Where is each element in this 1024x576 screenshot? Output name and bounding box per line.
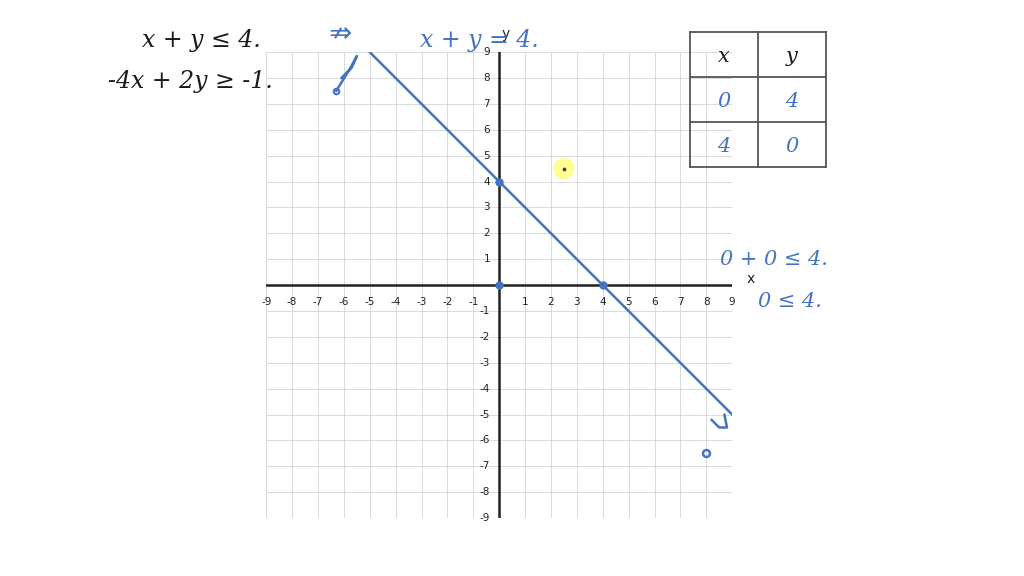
Text: 5: 5 [626, 297, 632, 307]
Text: 2: 2 [483, 228, 490, 238]
Text: -1: -1 [480, 306, 490, 316]
Text: -2: -2 [480, 332, 490, 342]
Text: 9: 9 [483, 47, 490, 57]
Text: 4: 4 [483, 177, 490, 187]
Text: ⇏: ⇏ [328, 20, 351, 48]
Text: x: x [746, 272, 755, 286]
Text: -7: -7 [312, 297, 324, 307]
Text: -8: -8 [287, 297, 297, 307]
Text: 3: 3 [573, 297, 581, 307]
Text: 0: 0 [718, 92, 731, 111]
Text: 1: 1 [483, 254, 490, 264]
Text: 8: 8 [702, 297, 710, 307]
Circle shape [554, 159, 573, 179]
Text: 6: 6 [483, 125, 490, 135]
Text: x + y ≤ 4.: x + y ≤ 4. [142, 29, 261, 52]
Text: -2: -2 [442, 297, 453, 307]
Text: -5: -5 [480, 410, 490, 419]
Text: 7: 7 [677, 297, 684, 307]
Text: 0 ≤ 4.: 0 ≤ 4. [758, 292, 822, 311]
Text: -3: -3 [480, 358, 490, 367]
Text: 0: 0 [785, 137, 799, 156]
Text: -5: -5 [365, 297, 375, 307]
Text: 7: 7 [483, 99, 490, 109]
Text: 6: 6 [651, 297, 657, 307]
Text: -4: -4 [480, 384, 490, 393]
Text: x + y = 4.: x + y = 4. [420, 29, 539, 52]
Text: y: y [786, 47, 798, 66]
Text: 1: 1 [522, 297, 528, 307]
Text: 5: 5 [483, 151, 490, 161]
Text: 9: 9 [729, 297, 735, 307]
Text: 3: 3 [483, 203, 490, 213]
Text: x: x [718, 47, 730, 66]
Text: -9: -9 [480, 513, 490, 523]
Text: -4: -4 [390, 297, 400, 307]
Text: -3: -3 [417, 297, 427, 307]
Text: 8: 8 [483, 73, 490, 83]
Text: -9: -9 [261, 297, 271, 307]
Text: -1: -1 [468, 297, 478, 307]
Text: 2: 2 [548, 297, 554, 307]
Text: -7: -7 [480, 461, 490, 471]
Text: y: y [502, 27, 510, 41]
Text: 4: 4 [718, 137, 731, 156]
Text: -8: -8 [480, 487, 490, 497]
Text: -6: -6 [339, 297, 349, 307]
Text: 4: 4 [785, 92, 799, 111]
Text: -6: -6 [480, 435, 490, 445]
Text: 4: 4 [599, 297, 606, 307]
Text: -4x + 2y ≥ -1.: -4x + 2y ≥ -1. [108, 70, 272, 93]
Text: 0 + 0 ≤ 4.: 0 + 0 ≤ 4. [720, 250, 827, 269]
